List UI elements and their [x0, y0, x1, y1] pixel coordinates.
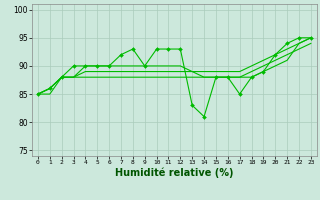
X-axis label: Humidité relative (%): Humidité relative (%) — [115, 168, 234, 178]
